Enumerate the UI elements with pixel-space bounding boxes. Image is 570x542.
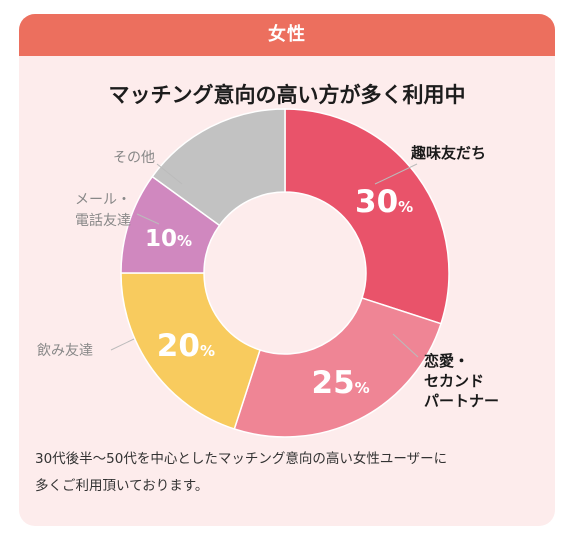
- caption-line-2: 多くご利用頂いております。: [35, 478, 209, 494]
- slice-hobby-friends: [284, 108, 450, 325]
- caption-line-1: 30代後半〜50代を中心としたマッチング意向の高い女性ユーザーに: [35, 451, 448, 467]
- value-label-romance-partner: 25%: [312, 365, 370, 401]
- chart-title: マッチング意向の高い方が多く利用中: [108, 83, 466, 107]
- value-label-drinking-friends: 20%: [157, 328, 215, 364]
- category-label-mail-phone-friends: メール・電話友達: [75, 192, 131, 229]
- slice-romance-partner: [233, 297, 442, 438]
- slice-other: [151, 108, 286, 227]
- leader-line-other: [156, 163, 183, 185]
- category-label-other: その他: [113, 150, 155, 166]
- category-label-hobby-friends: 趣味友だち: [410, 144, 486, 162]
- chart-card: 女性 マッチング意向の高い方が多く利用中 30% 趣味友だち 25% 恋愛・セカンドパ…: [19, 14, 555, 526]
- leader-line-mail-phone-friends: [136, 213, 160, 225]
- category-label-romance-partner: 恋愛・セカンドパートナー: [424, 352, 499, 410]
- section-header: 女性: [19, 14, 555, 56]
- donut-chart: 30% 趣味友だち 25% 恋愛・セカンドパートナー 20% 飲み友達 10% メール・電話友…: [37, 108, 499, 438]
- value-label-hobby-friends: 30%: [355, 184, 413, 220]
- chart-caption: 30代後半〜50代を中心としたマッチング意向の高い女性ユーザーに 多くご利用頂い…: [35, 446, 540, 500]
- leader-line-romance-partner: [392, 333, 419, 358]
- category-label-drinking-friends: 飲み友達: [37, 343, 93, 359]
- leader-line-hobby-friends: [374, 163, 418, 185]
- leader-line-drinking-friends: [110, 338, 135, 351]
- value-label-mail-phone-friends: 10%: [145, 226, 192, 252]
- slice-drinking-friends: [120, 272, 261, 430]
